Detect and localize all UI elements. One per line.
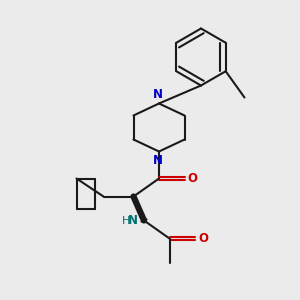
Text: O: O [198, 232, 208, 245]
Text: N: N [128, 214, 138, 227]
Text: N: N [152, 88, 163, 101]
Text: H: H [122, 215, 130, 226]
Text: N: N [152, 154, 163, 167]
Text: O: O [188, 172, 197, 185]
